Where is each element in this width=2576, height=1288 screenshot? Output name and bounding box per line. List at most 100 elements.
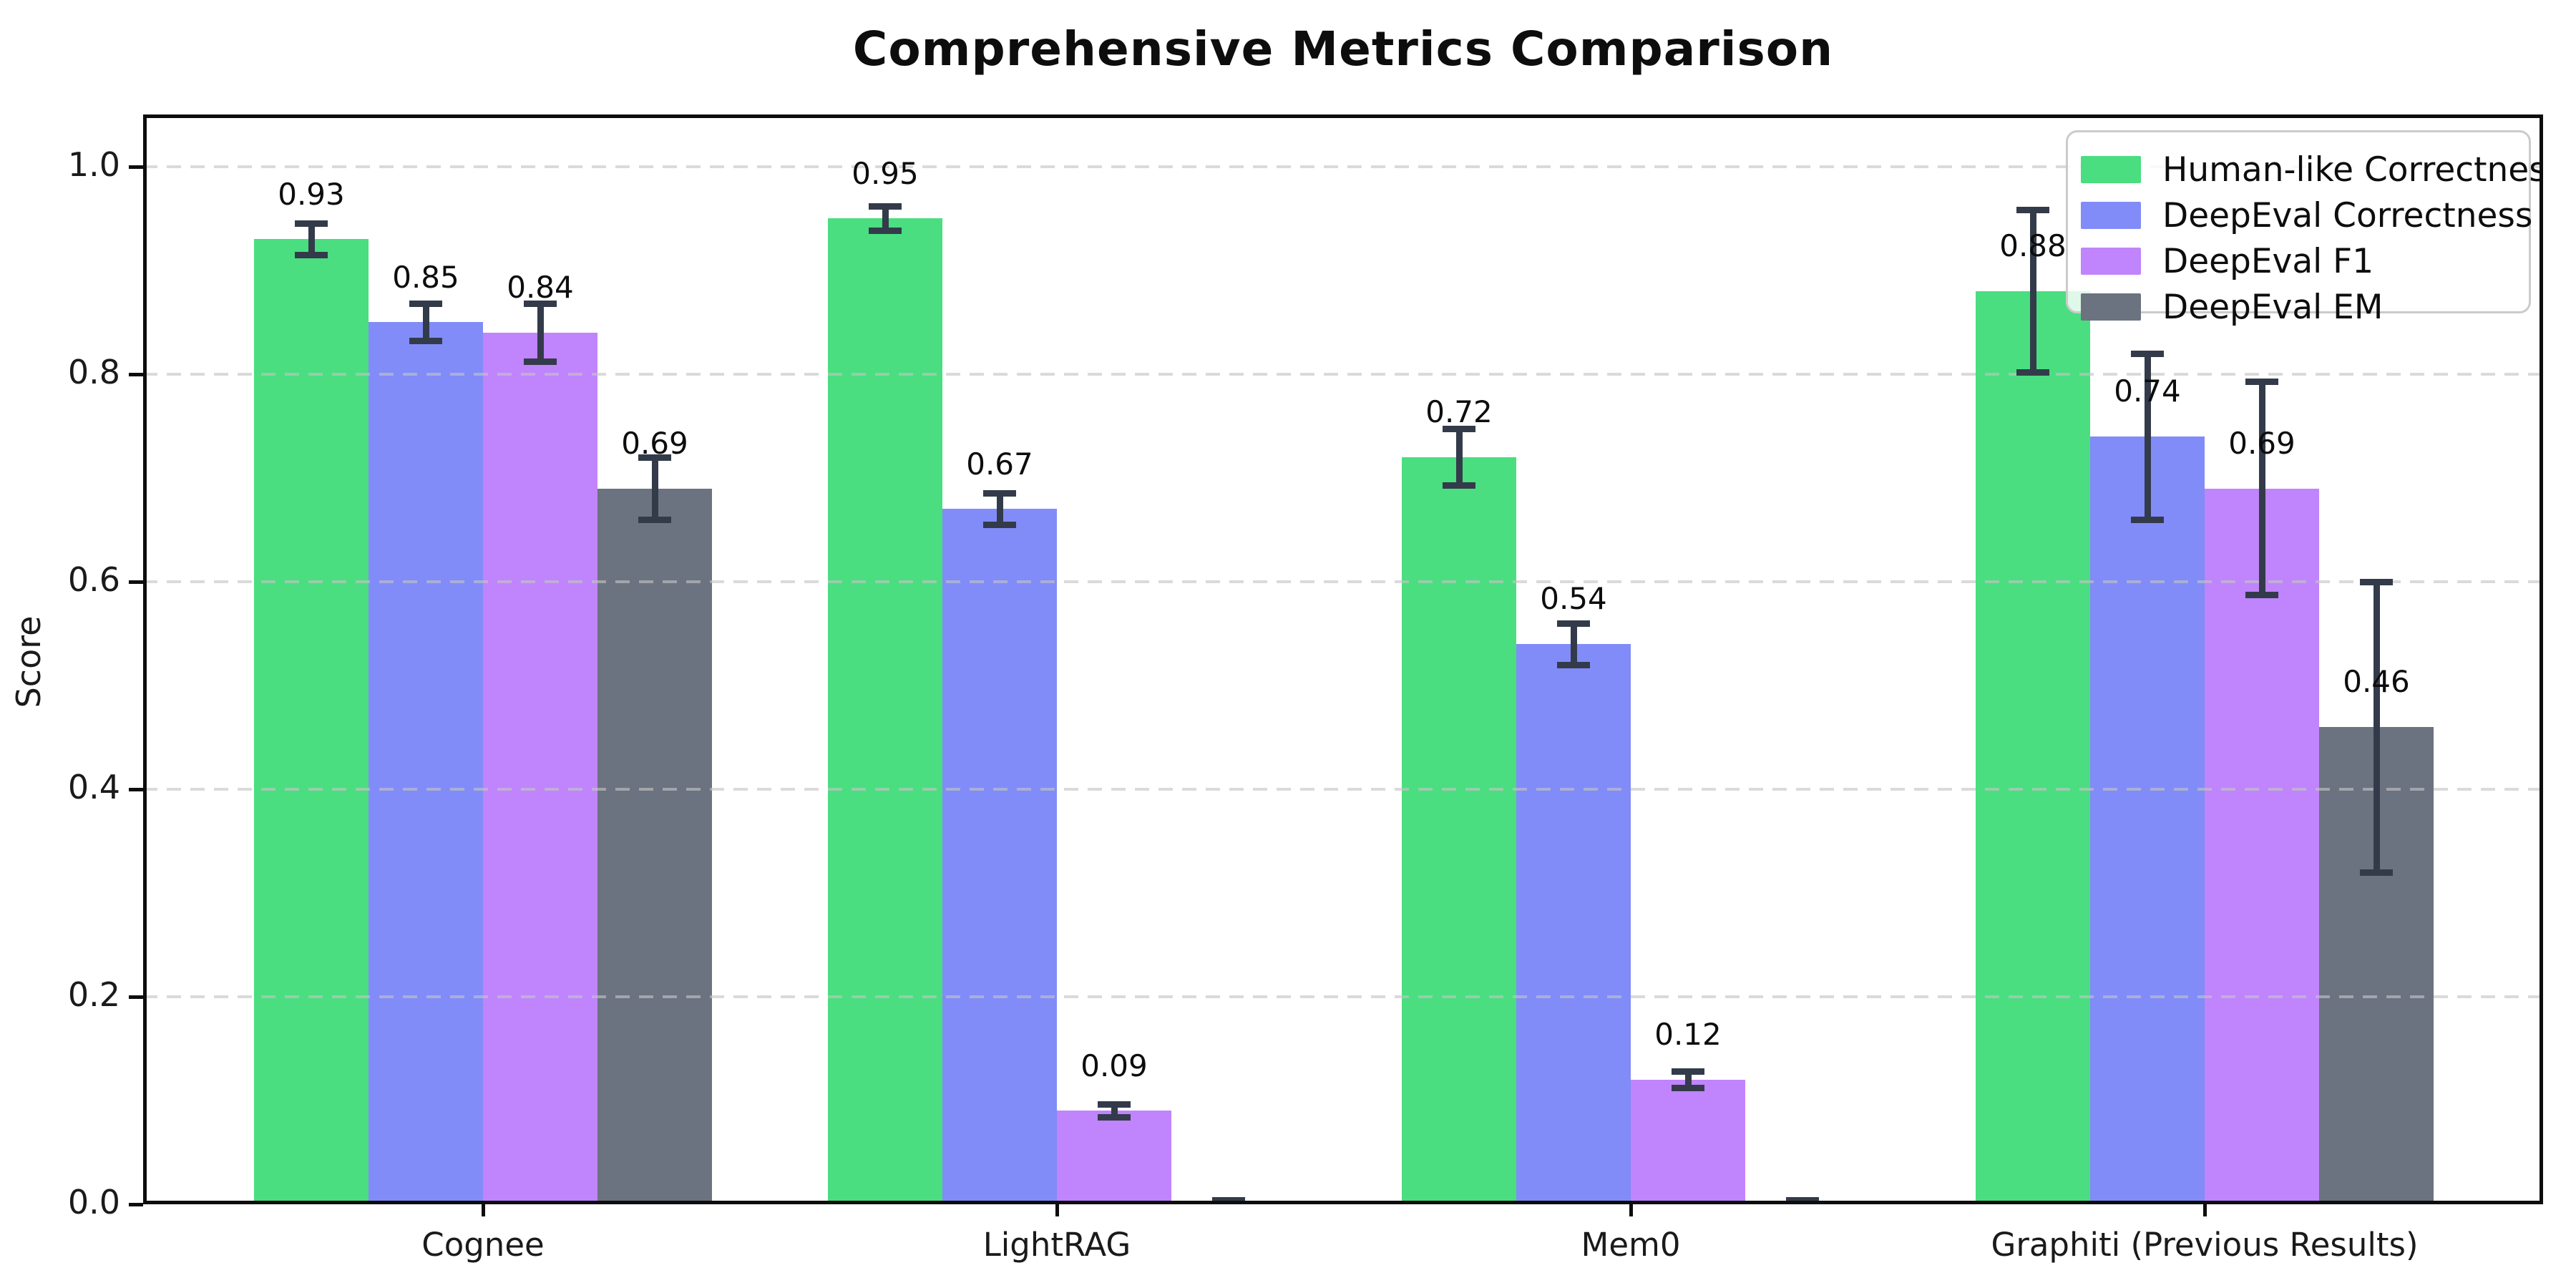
error-bar	[1684, 1071, 1692, 1088]
bar-value-label: 0.95	[852, 155, 919, 191]
x-tick-label: LightRAG	[982, 1226, 1131, 1264]
legend-label: DeepEval Correctness	[2162, 195, 2533, 235]
bar-value-label: 0.69	[2228, 425, 2296, 461]
error-bar-cap	[638, 454, 671, 461]
error-bar-cap	[983, 490, 1016, 497]
bar-value-label: 0.69	[621, 425, 688, 461]
y-tick-mark	[129, 1203, 143, 1206]
bar	[254, 239, 369, 1204]
error-bar	[996, 493, 1003, 525]
error-bar-cap	[983, 521, 1016, 528]
bar	[1516, 644, 1631, 1204]
y-gridline	[143, 788, 2543, 791]
plot-area: Human-like Correctness DeepEval Correctne…	[143, 114, 2543, 1204]
error-bar-cap	[2245, 378, 2278, 385]
error-bar-cap	[2016, 207, 2049, 214]
bar-value-label: 0.88	[1999, 228, 2067, 263]
x-tick-mark	[2203, 1204, 2207, 1216]
bar-value-label: 0.74	[2114, 374, 2181, 409]
bar-value-label: 0.54	[1540, 581, 1607, 616]
legend-label: DeepEval F1	[2162, 241, 2374, 281]
error-bar-cap	[295, 220, 328, 228]
error-bar	[882, 206, 889, 231]
error-bar	[651, 457, 658, 519]
y-tick-mark	[129, 580, 143, 584]
y-axis-label: Score	[9, 615, 48, 708]
y-tick-label: 0.8	[67, 353, 120, 391]
error-bar-cap	[1098, 1113, 1131, 1121]
bar	[1631, 1080, 1745, 1204]
x-tick-mark	[1629, 1204, 1633, 1216]
error-bar-cap	[869, 228, 902, 235]
x-tick-mark	[482, 1204, 485, 1216]
y-tick-label: 0.0	[67, 1183, 120, 1221]
bar	[828, 218, 942, 1204]
bar-value-label: 0.09	[1080, 1048, 1148, 1083]
error-bar	[422, 303, 429, 341]
legend-item: DeepEval F1	[2081, 238, 2529, 284]
error-bar-cap	[2245, 592, 2278, 599]
legend-label: Human-like Correctness	[2162, 150, 2543, 190]
error-bar	[1111, 1104, 1118, 1118]
legend-swatch	[2081, 156, 2141, 183]
error-bar-cap	[1098, 1101, 1131, 1108]
legend-swatch	[2081, 293, 2141, 321]
error-bar	[537, 303, 544, 362]
error-bar-cap	[1557, 661, 1590, 668]
axis-spine-right	[2540, 114, 2543, 1204]
bar-value-label: 0.12	[1654, 1017, 1722, 1052]
error-bar-cap	[1786, 1196, 1819, 1204]
error-bar-cap	[1672, 1085, 1704, 1092]
bar	[1976, 291, 2090, 1204]
bar	[483, 333, 597, 1204]
error-bar-cap	[524, 358, 557, 366]
x-tick-label: Mem0	[1581, 1226, 1681, 1264]
bar-value-label: 0.72	[1425, 394, 1493, 429]
y-tick-label: 0.2	[67, 975, 120, 1014]
y-gridline	[143, 165, 2543, 168]
error-bar-cap	[409, 338, 442, 345]
error-bar	[2029, 210, 2036, 373]
axis-spine-top	[143, 114, 2543, 118]
error-bar-cap	[1443, 426, 1475, 433]
legend-item: DeepEval Correctness	[2081, 192, 2533, 238]
legend: Human-like Correctness DeepEval Correctne…	[2066, 130, 2543, 327]
x-tick-mark	[1055, 1204, 1059, 1216]
chart-title: Comprehensive Metrics Comparison	[852, 21, 1834, 77]
bar	[942, 509, 1057, 1204]
axis-spine-bottom	[143, 1201, 2543, 1204]
legend-swatch	[2081, 202, 2141, 229]
bar-value-label: 0.46	[2343, 664, 2410, 699]
bar	[597, 489, 712, 1204]
axis-spine-left	[143, 114, 147, 1204]
y-gridline	[143, 373, 2543, 376]
error-bar-cap	[869, 203, 902, 210]
error-bar-cap	[1212, 1196, 1245, 1204]
y-tick-mark	[129, 373, 143, 376]
error-bar-cap	[638, 516, 671, 523]
bar-value-label: 0.67	[966, 446, 1033, 482]
bar-value-label: 0.85	[392, 259, 459, 295]
y-tick-label: 0.6	[67, 560, 120, 599]
error-bar	[2144, 353, 2151, 519]
y-tick-label: 0.4	[67, 768, 120, 806]
legend-label: DeepEval EM	[2162, 287, 2384, 327]
error-bar	[2258, 381, 2265, 595]
y-gridline	[143, 995, 2543, 998]
error-bar	[2373, 582, 2380, 872]
bar	[369, 322, 483, 1204]
bar-value-label: 0.84	[507, 270, 574, 305]
legend-item: Human-like Correctness	[2081, 147, 2543, 192]
error-bar-cap	[2131, 516, 2164, 523]
x-tick-label: Graphiti (Previous Results)	[1991, 1226, 2419, 1264]
error-bar	[1570, 623, 1577, 665]
bar-value-label: 0.93	[278, 176, 345, 212]
y-gridline	[143, 580, 2543, 583]
bar	[1057, 1111, 1171, 1204]
error-bar	[308, 223, 315, 255]
bar	[2090, 436, 2205, 1204]
error-bar-cap	[1557, 620, 1590, 627]
error-bar-cap	[295, 251, 328, 258]
error-bar-cap	[1672, 1068, 1704, 1075]
